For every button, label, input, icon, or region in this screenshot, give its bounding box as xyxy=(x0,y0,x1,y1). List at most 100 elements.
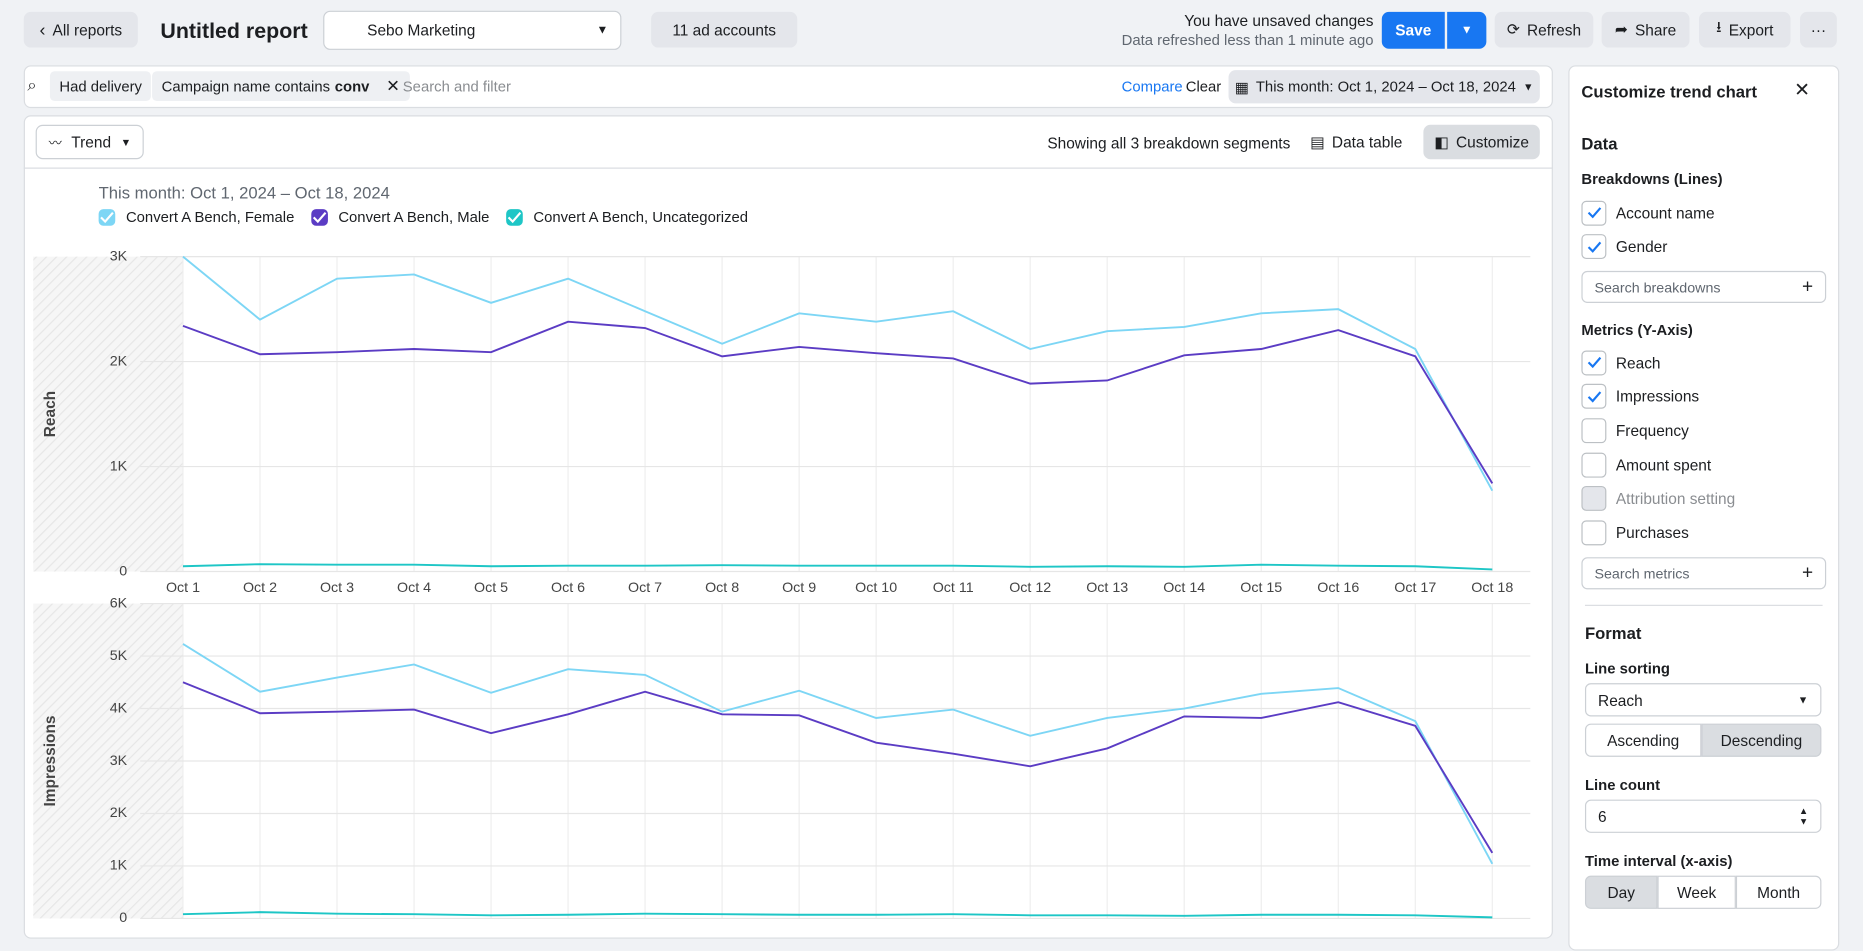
checkbox-row[interactable]: Amount spent xyxy=(1581,452,1711,478)
search-breakdowns-label: Search breakdowns xyxy=(1594,278,1721,296)
legend-item[interactable]: Convert A Bench, Female xyxy=(98,209,294,226)
date-label: This month: Oct 1, 2024 – Oct 18, 2024 xyxy=(1255,78,1516,96)
campaign-chip[interactable]: Campaign name contains conv ✕ xyxy=(152,71,410,101)
y-tick-label: 5K xyxy=(110,648,128,664)
metrics-heading: Metrics (Y-Axis) xyxy=(1581,321,1693,339)
line-count-input[interactable]: 6 ▲ ▼ xyxy=(1584,799,1822,833)
segment-button[interactable]: Week xyxy=(1657,875,1736,909)
back-button[interactable]: ‹ All reports xyxy=(23,11,138,48)
checkbox-row[interactable]: Impressions xyxy=(1581,383,1700,409)
save-label: Save xyxy=(1395,21,1432,40)
legend-checkbox xyxy=(310,209,328,226)
checkbox-label: Impressions xyxy=(1615,387,1700,406)
checkbox-label: Frequency xyxy=(1615,421,1689,440)
customize-button[interactable]: ◧ Customize xyxy=(1423,124,1540,160)
segments-label: Showing all 3 breakdown segments xyxy=(1047,134,1291,153)
chip-label: Campaign name contains xyxy=(161,77,331,95)
check-mark xyxy=(100,211,114,224)
x-tick-label: Oct 8 xyxy=(705,580,739,596)
divider xyxy=(1584,604,1823,606)
export-button[interactable]: ⭳ Export xyxy=(1699,11,1791,48)
chip-label: Had delivery xyxy=(59,77,142,95)
sort-select[interactable]: Reach ▼ xyxy=(1584,683,1822,717)
segment-button[interactable]: Ascending xyxy=(1584,723,1702,757)
view-select[interactable]: 〰 Trend ▼ xyxy=(35,124,144,160)
share-label: Share xyxy=(1634,20,1677,39)
checkbox-label: Reach xyxy=(1615,353,1661,372)
save-menu[interactable]: ▼ xyxy=(1447,11,1487,49)
customize-label: Customize xyxy=(1455,133,1529,151)
series-line xyxy=(182,643,1494,865)
x-tick-label: Oct 14 xyxy=(1163,580,1205,596)
save-button[interactable]: Save xyxy=(1381,11,1445,49)
filter-chip[interactable]: Had delivery xyxy=(49,71,152,101)
x-tick-label: Oct 9 xyxy=(782,580,816,596)
search-placeholder[interactable]: Search and filter xyxy=(402,78,511,96)
view-label: Trend xyxy=(71,133,112,151)
checkbox xyxy=(1581,520,1607,546)
y-axis-title: Impressions xyxy=(42,716,59,807)
segment-button[interactable]: Descending xyxy=(1701,723,1822,757)
interval-label: Time interval (x-axis) xyxy=(1584,853,1733,870)
chip-value: conv xyxy=(334,77,370,95)
checkbox-row[interactable]: Account name xyxy=(1581,200,1715,226)
refresh-status: Data refreshed less than 1 minute ago xyxy=(1121,32,1374,49)
account-select[interactable]: Sebo Marketing ▼ xyxy=(323,10,622,50)
legend-label: Convert A Bench, Male xyxy=(338,209,490,226)
more-button[interactable]: ··· xyxy=(1800,11,1837,48)
refresh-button[interactable]: ⟳ Refresh xyxy=(1494,11,1594,48)
charts: 0 1K 2K 3K Reach Oct 1 Oct 2 Oct 3 Oct 4 Oct 5 Oct… xyxy=(33,248,1531,926)
close-button[interactable]: ✕ xyxy=(1794,80,1811,101)
legend-item[interactable]: Convert A Bench, Uncategorized xyxy=(506,209,748,226)
checkbox-row[interactable]: Reach xyxy=(1581,349,1661,375)
check-mark xyxy=(1587,356,1601,369)
y-tick-label: 1K xyxy=(110,458,128,474)
search-breakdowns[interactable]: Search breakdowns + xyxy=(1581,270,1827,303)
check-mark xyxy=(507,211,522,224)
chart-subtitle: This month: Oct 1, 2024 – Oct 18, 2024 xyxy=(98,182,390,202)
x-tick-label: Oct 16 xyxy=(1317,580,1359,596)
legend-checkbox xyxy=(506,209,523,226)
line-sorting-label: Line sorting xyxy=(1584,660,1670,678)
legend-item[interactable]: Convert A Bench, Male xyxy=(310,209,490,226)
y-axis-title: Reach xyxy=(42,391,59,437)
share-button[interactable]: ➦ Share xyxy=(1601,11,1690,48)
data-table-button[interactable]: ▤ Data table xyxy=(1298,124,1414,160)
series-line xyxy=(182,563,1493,571)
legend-checkbox xyxy=(98,209,116,226)
checkbox xyxy=(1581,383,1607,409)
series-line xyxy=(182,681,1494,854)
checkbox-row[interactable]: Purchases xyxy=(1581,520,1689,546)
search-metrics[interactable]: Search metrics + xyxy=(1581,557,1827,590)
x-tick-label: Oct 4 xyxy=(397,580,431,596)
checkbox xyxy=(1581,234,1607,260)
compare-link[interactable]: Compare xyxy=(1121,78,1183,96)
x-tick-label: Oct 18 xyxy=(1471,580,1513,596)
data-heading: Data xyxy=(1581,134,1618,154)
ad-accounts-label: 11 ad accounts xyxy=(672,20,776,39)
sort-value: Reach xyxy=(1598,690,1643,709)
plot-background xyxy=(140,256,1531,572)
ad-accounts-button[interactable]: 11 ad accounts xyxy=(651,11,798,48)
x-tick-label: Oct 10 xyxy=(855,580,897,596)
checkbox xyxy=(1581,349,1607,375)
x-tick-label: Oct 3 xyxy=(320,580,354,596)
legend-label: Convert A Bench, Uncategorized xyxy=(533,209,749,226)
clear-link[interactable]: Clear xyxy=(1185,78,1222,96)
y-tick-label: 0 xyxy=(119,910,127,926)
segment-button[interactable]: Month xyxy=(1735,875,1822,909)
segment-button[interactable]: Day xyxy=(1584,875,1658,909)
account-name: Sebo Marketing xyxy=(367,21,476,40)
checkbox-row[interactable]: Frequency xyxy=(1581,418,1689,444)
x-tick-label: Oct 1 xyxy=(166,580,200,596)
checkbox-row[interactable]: Gender xyxy=(1581,234,1667,260)
y-tick-label: 0 xyxy=(119,563,127,579)
x-tick-label: Oct 17 xyxy=(1394,580,1436,596)
x-tick-label: Oct 12 xyxy=(1009,580,1051,596)
date-button[interactable]: ▦ This month: Oct 1, 2024 – Oct 18, 2024 ▼ xyxy=(1228,70,1540,104)
check-mark xyxy=(312,211,327,224)
line-count-label: Line count xyxy=(1584,777,1661,794)
panel-title: Customize trend chart xyxy=(1581,81,1758,101)
